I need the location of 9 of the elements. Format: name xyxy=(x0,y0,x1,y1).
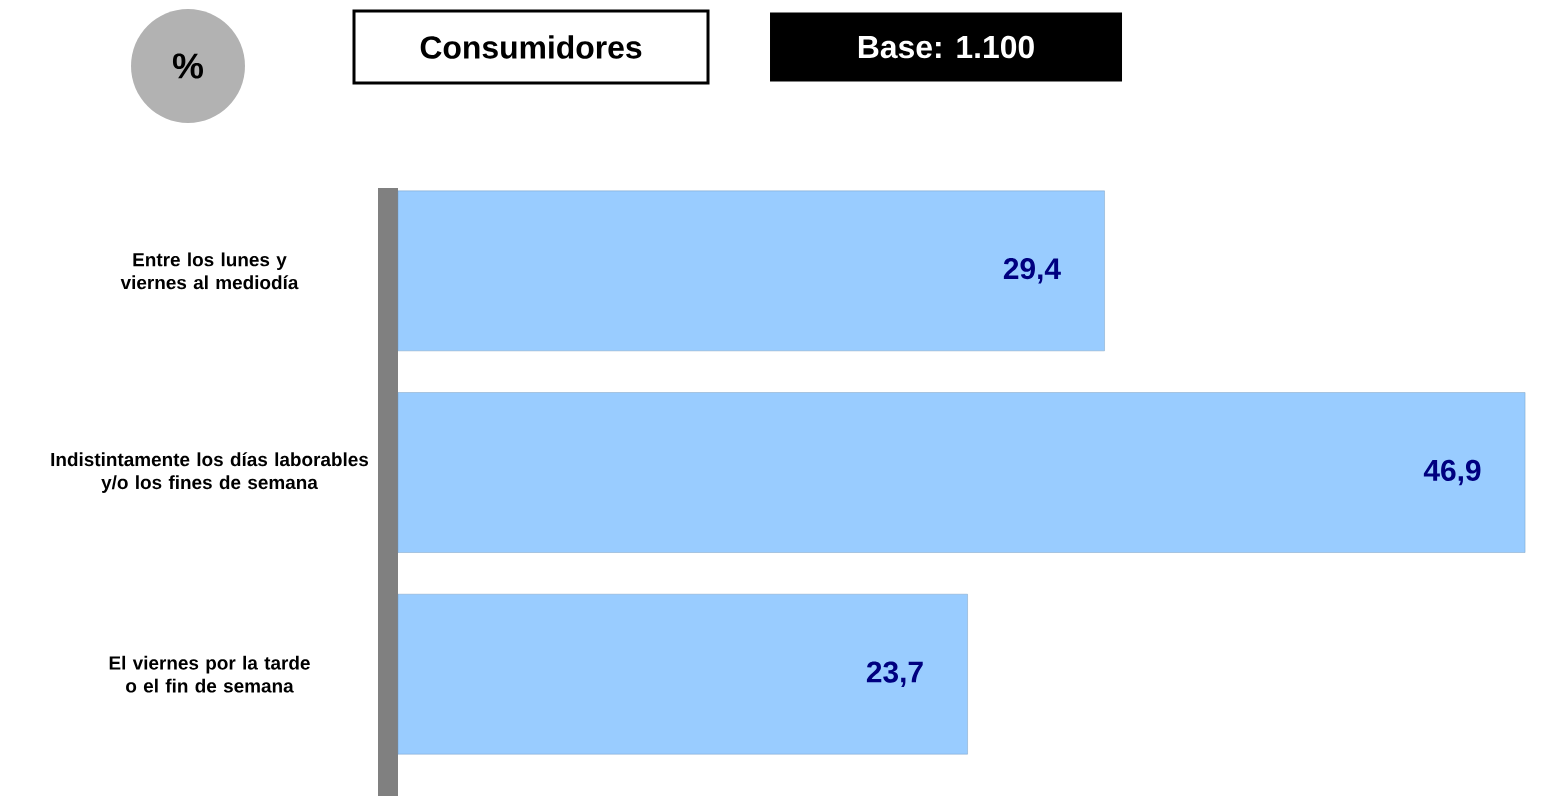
text: Consumidores xyxy=(420,35,642,59)
data-label: 29,4 xyxy=(1003,258,1061,284)
y-tick-label: Entre los lunes y viernes al mediodía xyxy=(120,252,299,290)
text: Base: 1.100 xyxy=(858,35,1034,59)
y-tick-label: El viernes por la tarde o el fin de semana xyxy=(109,655,310,693)
data-label: 46,9 xyxy=(1423,459,1481,486)
data-label: 23,7 xyxy=(866,661,923,687)
y-tick-label: Indistintamente los días laborables y/o los fines de semana xyxy=(51,452,369,493)
text: % xyxy=(172,53,203,79)
